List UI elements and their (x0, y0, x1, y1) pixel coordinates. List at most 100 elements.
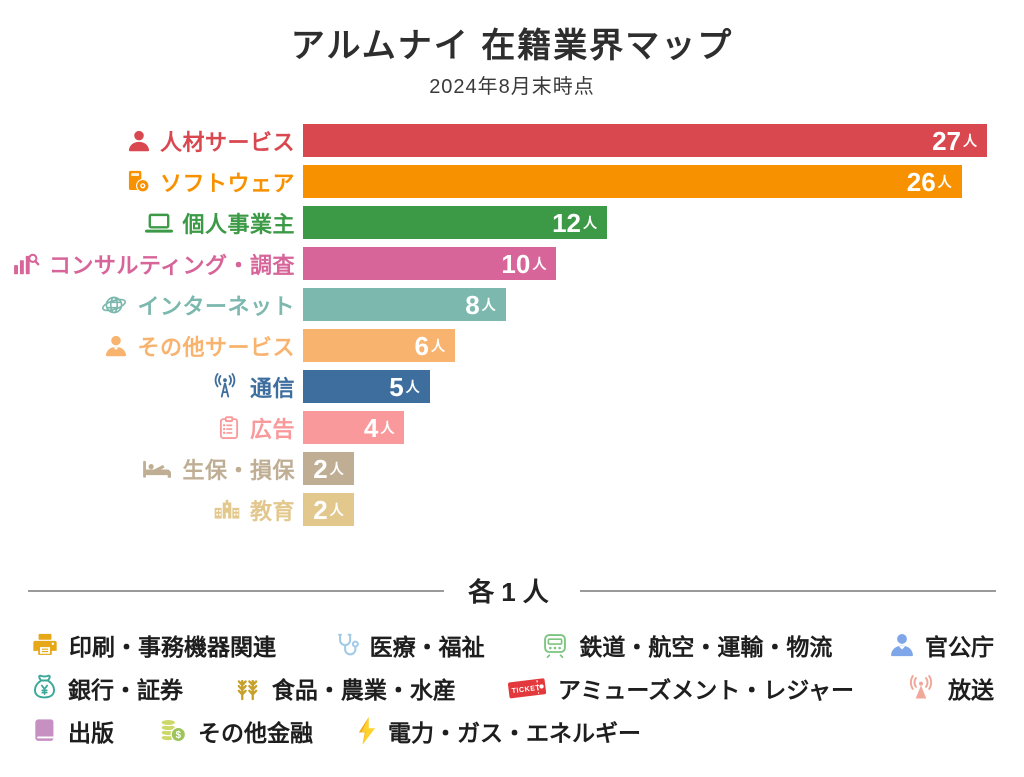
chart-row: コンサルティング・調査 10 人 (0, 247, 1024, 280)
chart-row: 人材サービス 27 人 (0, 124, 1024, 157)
row-label-text: 通信 (249, 375, 295, 401)
industry-label: 出版 (68, 719, 114, 746)
industry-label: アミューズメント・レジャー (557, 676, 855, 703)
industry-row: 印刷・事務機器関連 医療・福祉 鉄道・航空・運輸・物流 官公庁 (30, 623, 994, 666)
book-icon (30, 716, 59, 745)
bar-unit: 人 (532, 255, 547, 272)
industry-label: 電力・ガス・エネルギー (388, 719, 641, 746)
bar-unit: 人 (329, 501, 344, 518)
industry-item: 医療・福祉 (332, 628, 485, 662)
row-label: ソフトウェア (22, 166, 295, 198)
bar: 26 人 (303, 165, 962, 198)
ticket-icon: TICKET (505, 674, 549, 702)
bed-icon (140, 456, 174, 482)
bar-value: 6 (414, 330, 429, 361)
school-icon (212, 497, 242, 523)
industry-item: 出版 (30, 714, 114, 748)
industry-row: 銀行・証券 食品・農業・水産 TICKET アミューズメント・レジャー 放送 (30, 666, 994, 709)
industry-item: 銀行・証券 (30, 671, 183, 705)
radio-tower-icon (208, 373, 242, 400)
clipboard-icon (216, 415, 242, 441)
bar-value: 2 (313, 494, 328, 525)
row-label: コンサルティング・調査 (13, 248, 295, 280)
globe-icon (99, 292, 129, 318)
row-label-text: コンサルティング・調査 (48, 252, 295, 278)
person-icon (126, 128, 152, 154)
broadcast-antenna-icon (903, 674, 939, 702)
bar-unit: 人 (937, 173, 952, 190)
industry-item: 鉄道・航空・運輸・物流 (540, 628, 832, 662)
official-person-icon (888, 631, 916, 659)
industry-label: 食品・農業・水産 (271, 676, 456, 703)
bar-unit: 人 (481, 296, 496, 313)
person-icon (103, 333, 129, 359)
chart-row: 個人事業主 12 人 (0, 206, 1024, 239)
row-label: インターネット (22, 289, 295, 321)
printer-icon (30, 631, 60, 659)
industry-label: 銀行・証券 (68, 676, 183, 703)
svg-text:$: $ (176, 730, 182, 741)
industry-label: 医療・福祉 (369, 633, 485, 660)
bar-unit: 人 (380, 419, 395, 436)
divider-line-left (28, 589, 445, 592)
chart-row: ソフトウェア 26 人 (0, 165, 1024, 198)
industry-item: 官公庁 (888, 628, 994, 662)
industry-label: 放送 (947, 676, 994, 703)
bar-unit: 人 (431, 337, 445, 354)
bar-unit: 人 (329, 460, 344, 477)
row-label-text: 生保・損保 (182, 457, 295, 483)
row-label-text: 人材サービス (159, 129, 295, 155)
single-person-industries: 印刷・事務機器関連 医療・福祉 鉄道・航空・運輸・物流 官公庁 (30, 623, 994, 752)
row-label: その他サービス (22, 330, 295, 362)
row-label-text: ソフトウェア (159, 170, 295, 196)
bar-chart-magnifier-icon (11, 251, 41, 277)
row-label: 教育 (22, 494, 295, 526)
industry-item: 印刷・事務機器関連 (30, 628, 276, 662)
row-label: 広告 (22, 412, 295, 444)
wheat-icon (232, 674, 263, 702)
row-label-text: インターネット (137, 293, 295, 319)
row-label-text: 教育 (249, 498, 295, 524)
bar: 27 人 (303, 124, 987, 157)
bar-value: 5 (389, 371, 404, 402)
bar-unit: 人 (583, 214, 597, 231)
row-label: 生保・損保 (22, 453, 295, 485)
bar-value: 27 (932, 125, 961, 156)
train-icon (540, 631, 570, 659)
bar-value: 2 (313, 453, 328, 484)
stethoscope-icon (332, 631, 361, 659)
bar-value: 10 (501, 248, 531, 279)
industry-item: 食品・農業・水産 (232, 671, 456, 705)
bar-value: 26 (906, 166, 936, 197)
lightning-bolt-icon (355, 716, 379, 746)
row-label: 個人事業主 (22, 207, 295, 239)
industry-label: 官公庁 (924, 633, 994, 660)
bar: 12 人 (303, 206, 607, 239)
bar-unit: 人 (405, 378, 420, 395)
bar-unit: 人 (963, 132, 977, 149)
industry-item: $ その他金融 (156, 714, 313, 748)
bar: 10 人 (303, 247, 557, 280)
row-label-text: 個人事業主 (182, 211, 295, 237)
industry-label: その他金融 (198, 719, 313, 746)
money-bag-icon (30, 673, 59, 702)
page-title: アルムナイ 在籍業界マップ (290, 27, 734, 65)
bar-value: 4 (363, 412, 379, 443)
row-label-text: その他サービス (137, 334, 295, 360)
industry-item: 電力・ガス・エネルギー (355, 714, 641, 748)
row-label-text: 広告 (249, 416, 295, 442)
bar-value: 12 (552, 207, 581, 238)
software-box-icon (125, 168, 152, 195)
